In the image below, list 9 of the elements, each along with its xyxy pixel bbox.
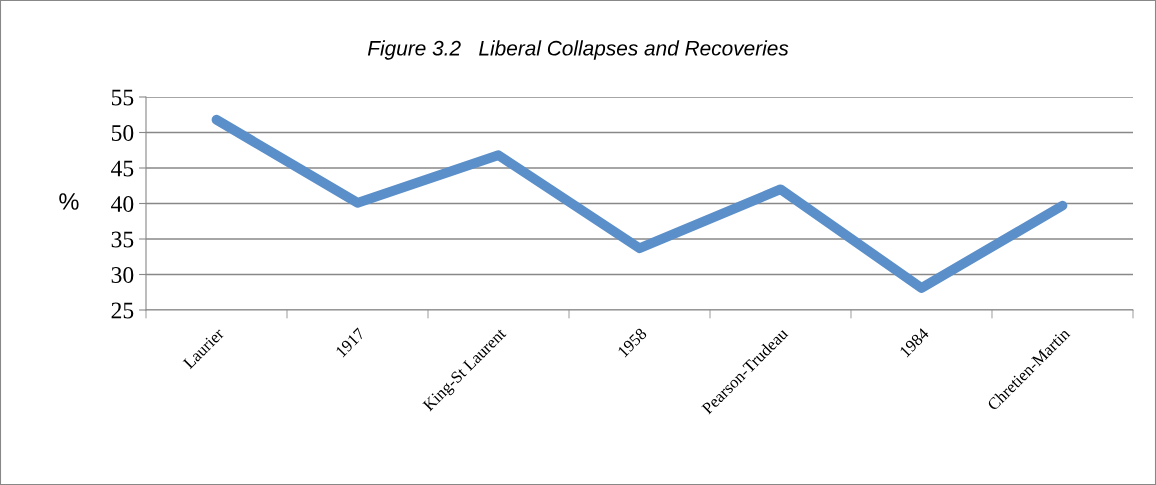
y-tick-label: 55 [111,89,134,106]
y-tick-label: 25 [111,302,134,319]
y-axis-title: % [59,193,79,210]
y-tick-label: 40 [111,195,134,212]
y-tick-label: 30 [111,266,134,283]
y-tick-label: 45 [111,160,134,177]
y-tick-label: 50 [111,124,134,141]
chart-title: Figure 3.2 Liberal Collapses and Recoveries [367,40,789,60]
y-tick-label: 35 [111,231,134,248]
